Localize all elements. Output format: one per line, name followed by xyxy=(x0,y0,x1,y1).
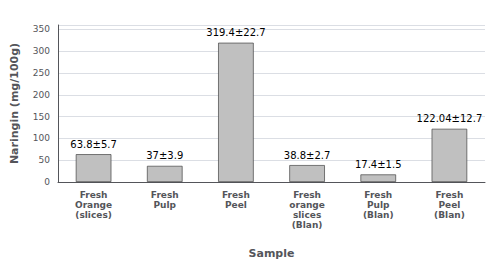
svg-text:350: 350 xyxy=(33,24,50,34)
svg-text:Fresh: Fresh xyxy=(364,190,392,200)
svg-text:Pulp: Pulp xyxy=(153,200,176,210)
svg-text:200: 200 xyxy=(33,90,50,100)
svg-text:Pulp: Pulp xyxy=(367,200,390,210)
svg-text:slices: slices xyxy=(293,210,321,220)
svg-text:17.4±1.5: 17.4±1.5 xyxy=(355,159,402,170)
svg-text:(Blan): (Blan) xyxy=(434,210,465,220)
svg-text:orange: orange xyxy=(289,200,325,210)
svg-text:122.04±12.7: 122.04±12.7 xyxy=(417,113,483,124)
svg-text:38.8±2.7: 38.8±2.7 xyxy=(284,150,331,161)
svg-text:Fresh: Fresh xyxy=(151,190,179,200)
svg-text:250: 250 xyxy=(33,68,50,78)
svg-text:Fresh: Fresh xyxy=(293,190,321,200)
svg-text:63.8±5.7: 63.8±5.7 xyxy=(70,139,117,150)
svg-text:(slices): (slices) xyxy=(75,210,112,220)
svg-text:0: 0 xyxy=(44,177,50,187)
svg-text:100: 100 xyxy=(33,133,50,143)
svg-text:Fresh: Fresh xyxy=(435,190,463,200)
svg-text:(Blan): (Blan) xyxy=(363,210,394,220)
svg-text:300: 300 xyxy=(33,46,50,56)
svg-text:(Blan): (Blan) xyxy=(292,220,323,230)
svg-text:Fresh: Fresh xyxy=(222,190,250,200)
svg-text:Peel: Peel xyxy=(225,200,247,210)
svg-text:319.4±22.7: 319.4±22.7 xyxy=(206,27,265,38)
svg-text:Naringin (mg/100g): Naringin (mg/100g) xyxy=(8,43,21,164)
svg-text:Peel: Peel xyxy=(438,200,460,210)
svg-text:50: 50 xyxy=(39,155,51,165)
svg-text:Fresh: Fresh xyxy=(80,190,108,200)
svg-text:Orange: Orange xyxy=(75,200,112,210)
svg-text:Sample: Sample xyxy=(249,247,295,260)
svg-text:37±3.9: 37±3.9 xyxy=(146,150,183,161)
svg-text:150: 150 xyxy=(33,112,50,122)
